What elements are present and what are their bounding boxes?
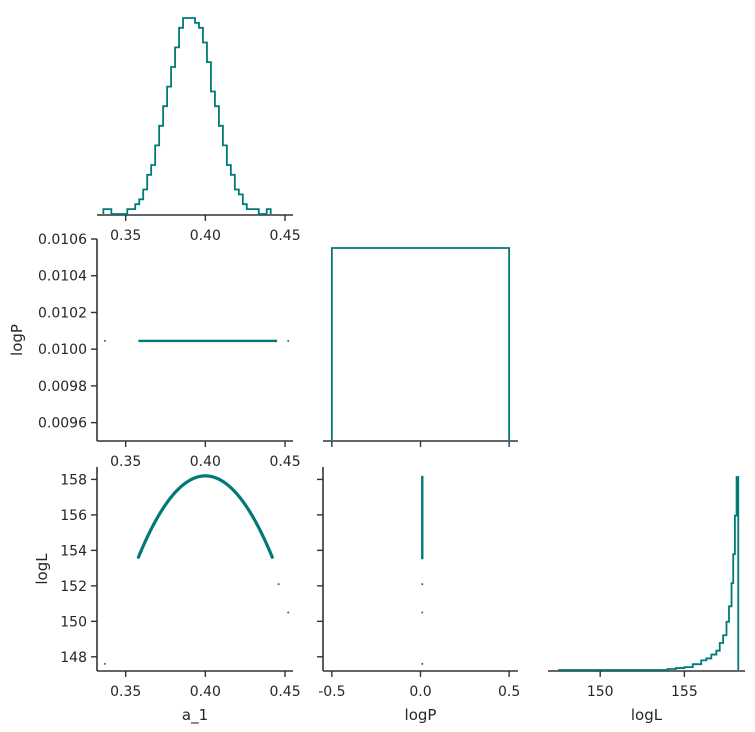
x-tick-label: 0.45 — [269, 684, 300, 700]
sample-point — [277, 583, 280, 586]
x-axis-label: logP — [405, 706, 437, 724]
x-tick-label: 0.45 — [269, 454, 300, 470]
panel-scatter-logP-logL: -0.5 0.0 0.5 logP — [317, 467, 520, 724]
x-tick-label: 150 — [587, 684, 614, 700]
histogram-step — [330, 247, 511, 440]
sample-point — [103, 662, 106, 665]
y-tick-label: 0.0096 — [38, 416, 87, 432]
panel-scatter-a_1-logP: 0.35 0.40 0.45 0.0096 0.0098 0.0100 0.0102 0.01… — [8, 232, 301, 470]
histogram-step — [102, 17, 272, 215]
x-tick-label: -0.5 — [318, 684, 345, 700]
x-tick-label: 0.35 — [110, 454, 141, 470]
sample-point — [421, 611, 424, 614]
y-tick-label: 148 — [60, 650, 87, 666]
y-axis-label: logL — [33, 553, 51, 585]
x-axis-label: logL — [631, 706, 663, 724]
x-tick-label: 0.0 — [409, 684, 431, 700]
x-tick-label: 0.35 — [110, 684, 141, 700]
sample-point — [421, 583, 424, 586]
panel-scatter-a_1-logL: 0.35 0.40 0.45 148 150 152 154 156 158 a_1 logL — [33, 467, 301, 725]
sample-curve — [136, 474, 274, 559]
y-axis-label: logP — [8, 324, 26, 356]
x-tick-label: 0.40 — [190, 684, 221, 700]
y-tick-label: 154 — [60, 543, 87, 559]
x-tick-label: 155 — [671, 684, 698, 700]
panel-hist-a_1: 0.35 0.40 0.45 — [97, 17, 301, 244]
panel-hist-logP — [323, 247, 518, 447]
sample-point — [421, 662, 424, 665]
sample-point — [103, 339, 106, 342]
y-tick-label: 156 — [60, 508, 87, 524]
y-tick-label: 0.0100 — [38, 342, 87, 358]
x-tick-label: 0.35 — [110, 228, 141, 244]
y-tick-label: 0.0102 — [38, 305, 87, 321]
sample-point — [287, 611, 290, 614]
panel-hist-logL: 150 155 logL — [548, 476, 745, 724]
y-tick-label: 150 — [60, 614, 87, 630]
x-tick-label: 0.5 — [498, 684, 520, 700]
x-tick-label: 0.45 — [269, 228, 300, 244]
x-tick-label: 0.40 — [190, 454, 221, 470]
sample-band — [138, 339, 278, 343]
y-tick-label: 158 — [60, 472, 87, 488]
y-tick-label: 0.0098 — [38, 379, 87, 395]
y-tick-label: 0.0106 — [38, 232, 87, 248]
x-axis-label: a_1 — [182, 706, 208, 725]
histogram-step — [558, 476, 740, 671]
sample-band — [421, 475, 424, 560]
sample-point — [287, 339, 290, 342]
y-tick-label: 152 — [60, 579, 87, 595]
x-tick-label: 0.40 — [190, 228, 221, 244]
y-tick-label: 0.0104 — [38, 269, 87, 285]
